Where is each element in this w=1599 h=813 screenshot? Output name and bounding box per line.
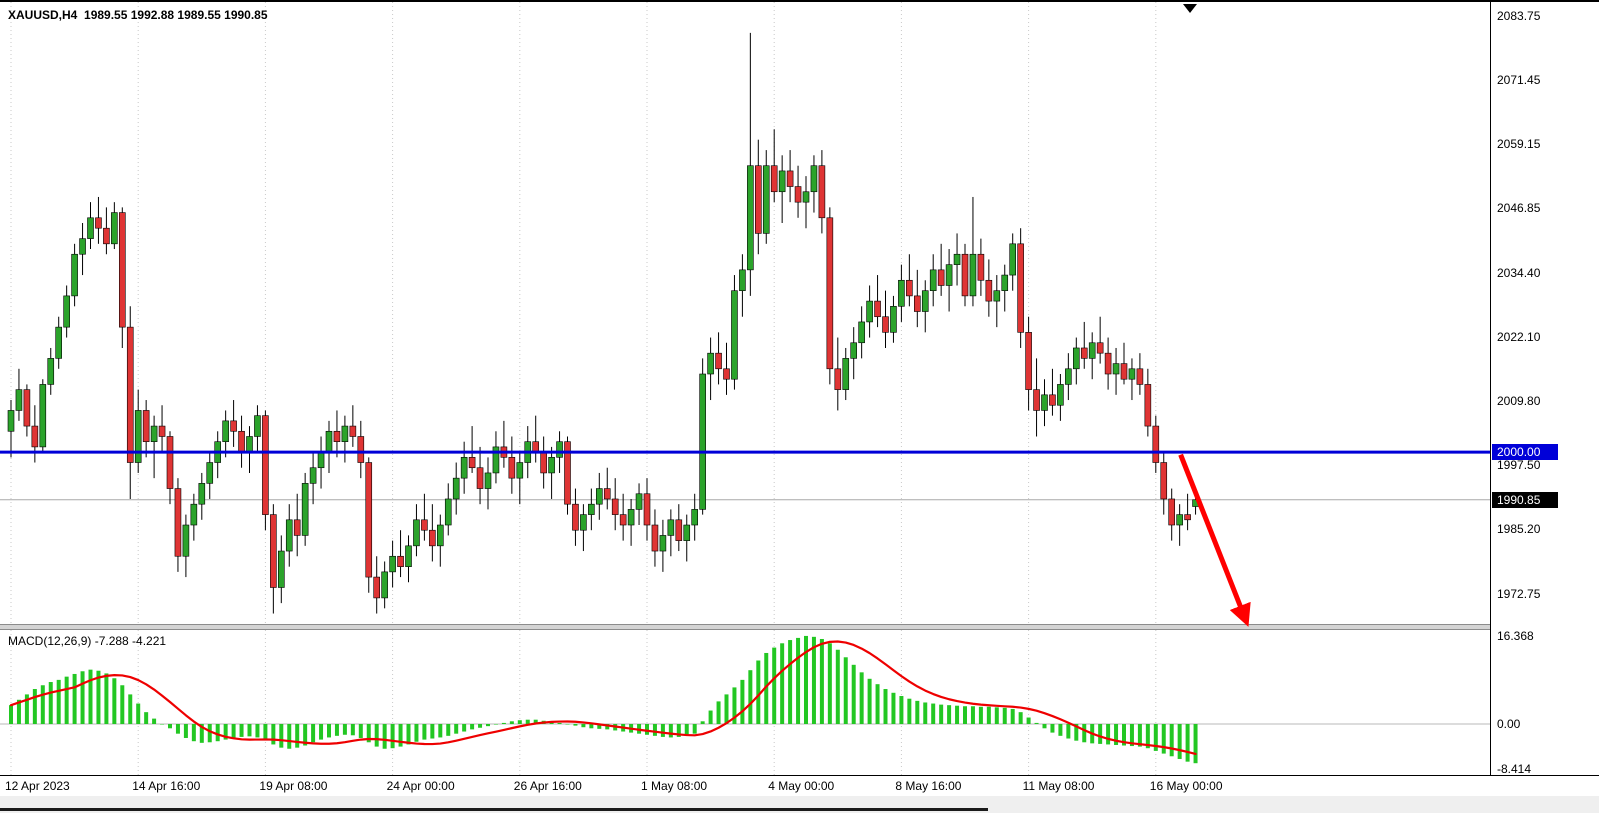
time-tick: 16 May 00:00 (1149, 779, 1223, 793)
time-tick: 1 May 08:00 (641, 779, 708, 793)
time-tick: 11 May 08:00 (1022, 779, 1095, 793)
time-tick: 26 Apr 16:00 (513, 779, 582, 793)
price-tick: 1985.20 (1497, 522, 1541, 537)
price-tick: 2034.40 (1497, 265, 1541, 280)
price-tick: 1997.50 (1497, 458, 1541, 473)
price-tick: 2022.10 (1497, 330, 1541, 345)
price-tick: 2046.85 (1497, 201, 1541, 216)
macd-tick: -8.414 (1497, 762, 1532, 777)
time-axis: 12 Apr 2023 14 Apr 16:00 19 Apr 08:00 24 Ap… (0, 775, 1599, 796)
macd-chart-svg[interactable] (0, 630, 1490, 775)
symbol-ohlc-info: XAUUSD,H4 1989.55 1992.88 1989.55 1990.8… (8, 8, 268, 22)
price-axis: 2083.75 2071.45 2059.15 2046.85 2034.40 2022.… (1490, 2, 1599, 777)
time-tick: 14 Apr 16:00 (132, 779, 201, 793)
price-tick: 2083.75 (1497, 9, 1541, 23)
panel-separator[interactable] (0, 624, 1599, 630)
macd-indicator-label: MACD(12,26,9) -7.288 -4.221 (8, 634, 167, 648)
time-tick: 24 Apr 00:00 (386, 779, 455, 793)
time-tick: 8 May 16:00 (895, 779, 962, 793)
time-tick: 4 May 00:00 (768, 779, 835, 793)
chart-shift-marker-icon[interactable] (1183, 4, 1197, 13)
bottom-scrollbar[interactable] (0, 796, 1599, 813)
price-tick: 2071.45 (1497, 73, 1541, 88)
main-chart-svg[interactable] (0, 2, 1490, 624)
macd-tick: 0.00 (1497, 716, 1521, 731)
window-top-border (0, 0, 1599, 2)
price-tick: 2009.80 (1497, 394, 1541, 409)
price-tick: 2059.15 (1497, 137, 1541, 152)
level-price-label: 2000.00 (1492, 444, 1558, 461)
macd-tick: 16.368 (1497, 628, 1534, 643)
time-tick: 12 Apr 2023 (5, 779, 70, 793)
scrollbar-thumb[interactable] (0, 808, 988, 811)
price-tick: 1972.75 (1497, 587, 1541, 601)
current-price-label: 1990.85 (1492, 491, 1558, 508)
time-tick: 19 Apr 08:00 (259, 779, 328, 793)
